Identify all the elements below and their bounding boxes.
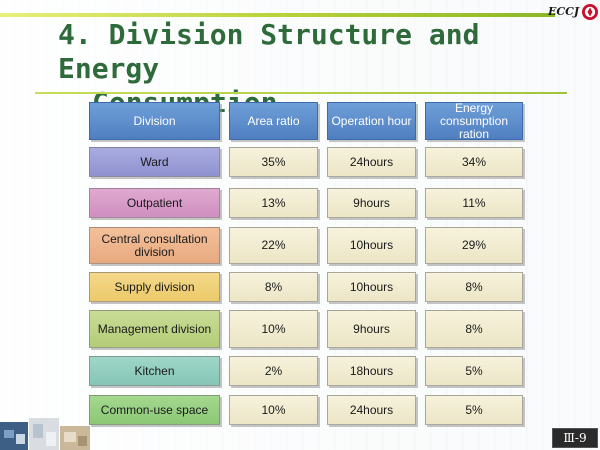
eccj-emblem-icon <box>582 4 598 20</box>
operation-hour-cell: 9hours <box>327 188 416 218</box>
division-cell-outpatient: Outpatient <box>89 188 220 218</box>
division-cell-kitchen: Kitchen <box>89 356 220 386</box>
area-ratio-cell: 13% <box>229 188 318 218</box>
division-cell-common-use: Common-use space <box>89 395 220 425</box>
energy-ratio-cell: 8% <box>425 310 523 348</box>
page-title-line1: 4. Division Structure and Energy <box>58 18 480 85</box>
area-ratio-cell: 22% <box>229 227 318 264</box>
header-area-ratio: Area ratio <box>229 102 318 140</box>
division-cell-ward: Ward <box>89 147 220 177</box>
title-underline <box>35 92 567 94</box>
operation-hour-cell: 10hours <box>327 272 416 302</box>
energy-ratio-cell: 29% <box>425 227 523 264</box>
header-energy-consumption: Energy consumption ration <box>425 101 523 140</box>
logo-text: ECCJ <box>548 5 580 18</box>
operation-hour-cell: 24hours <box>327 147 416 177</box>
top-accent-bar <box>0 13 555 17</box>
operation-hour-cell: 9hours <box>327 310 416 348</box>
energy-ratio-cell: 8% <box>425 272 523 302</box>
operation-hour-cell: 10hours <box>327 227 416 264</box>
header-operation-hour: Operation hour <box>327 102 416 140</box>
energy-ratio-cell: 5% <box>425 395 523 425</box>
energy-ratio-cell: 34% <box>425 147 523 177</box>
area-ratio-cell: 35% <box>229 147 318 177</box>
division-cell-supply: Supply division <box>89 272 220 302</box>
hospital-photos <box>0 418 90 450</box>
area-ratio-cell: 8% <box>229 272 318 302</box>
operation-hour-cell: 18hours <box>327 356 416 386</box>
operation-hour-cell: 24hours <box>327 395 416 425</box>
eccj-logo: ECCJ <box>548 2 598 24</box>
page-number-badge: Ⅲ-9 <box>552 428 598 448</box>
energy-ratio-cell: 11% <box>425 188 523 218</box>
area-ratio-cell: 10% <box>229 395 318 425</box>
header-division: Division <box>89 102 220 140</box>
division-cell-central-consultation: Central consultation division <box>89 227 220 264</box>
area-ratio-cell: 10% <box>229 310 318 348</box>
energy-ratio-cell: 5% <box>425 356 523 386</box>
division-cell-management: Management division <box>89 310 220 348</box>
area-ratio-cell: 2% <box>229 356 318 386</box>
